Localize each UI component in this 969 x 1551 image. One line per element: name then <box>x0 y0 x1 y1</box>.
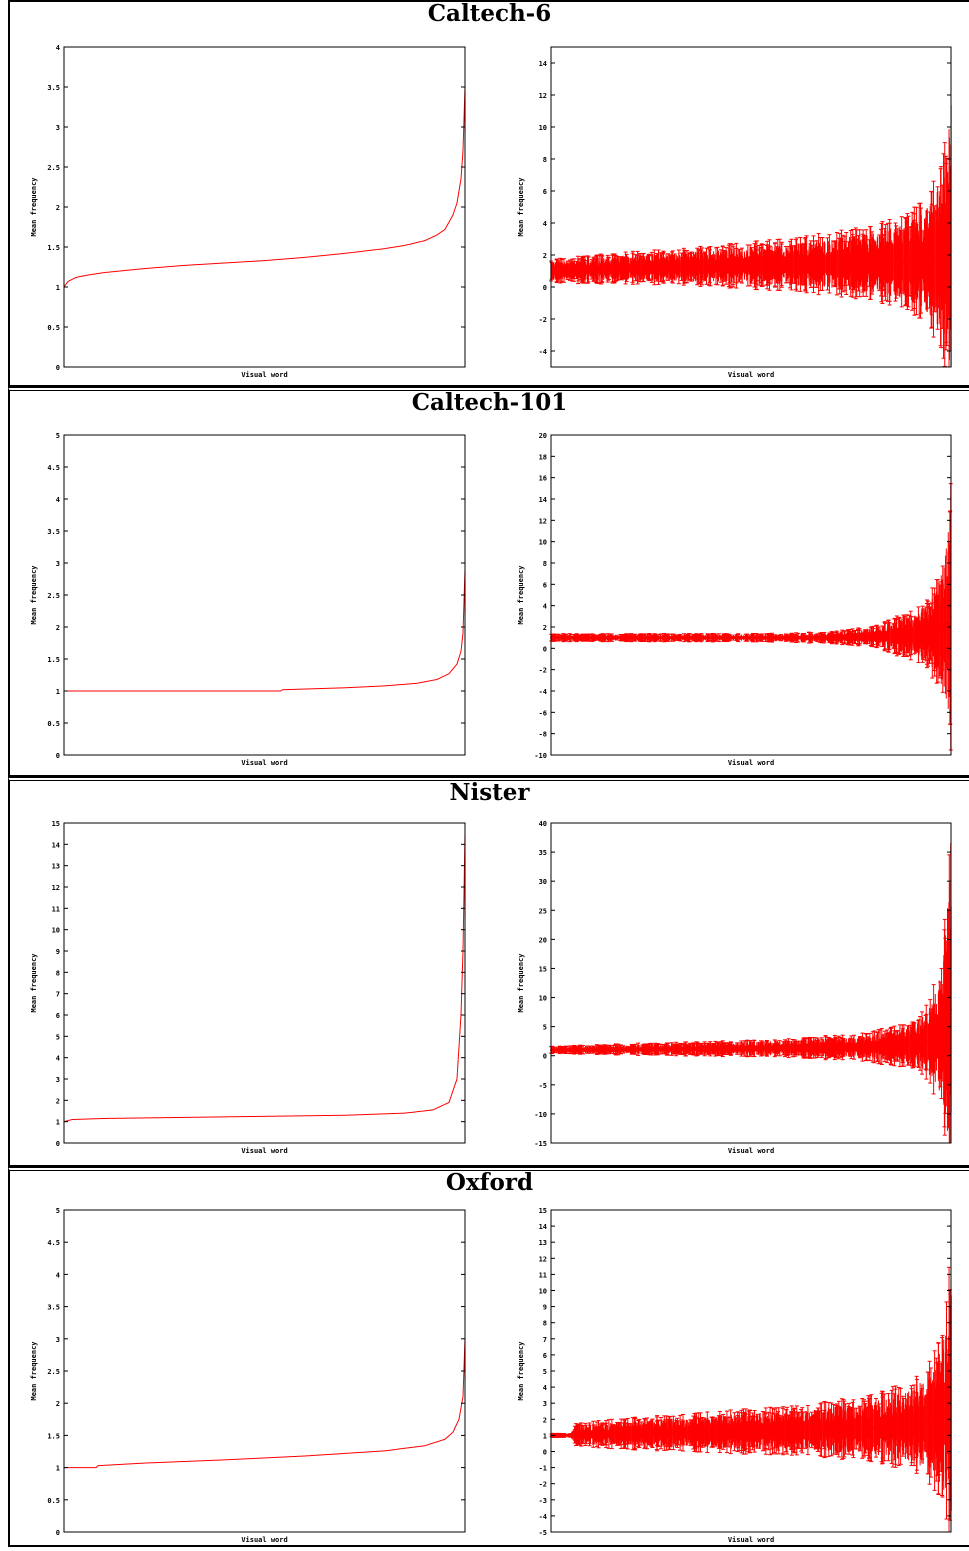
y-tick-label: 2 <box>56 624 60 632</box>
y-tick-label: 0 <box>543 645 547 653</box>
y-tick-label: 3 <box>56 124 60 132</box>
y-tick-label: 2 <box>56 204 60 212</box>
y-tick-label: 14 <box>52 841 60 849</box>
series-nister <box>549 843 951 1143</box>
y-tick-label: 1 <box>56 688 60 696</box>
series-nister <box>64 834 465 1122</box>
y-tick-label: 0.5 <box>47 324 60 332</box>
y-tick-label: 16 <box>539 475 547 483</box>
y-tick-label: 2.5 <box>47 164 60 172</box>
y-tick-label: 10 <box>52 927 60 935</box>
y-axis-label: Mean frequency <box>30 565 38 625</box>
y-tick-label: -4 <box>539 688 547 696</box>
y-tick-label: 4 <box>56 44 60 52</box>
y-tick-label: 2.5 <box>47 592 60 600</box>
y-tick-label: 8 <box>56 969 60 977</box>
y-tick-label: 12 <box>52 884 60 892</box>
y-tick-label: 2 <box>543 624 547 632</box>
y-tick-label: 14 <box>539 60 547 68</box>
y-tick-label: 12 <box>539 517 547 525</box>
plot-frame <box>551 435 951 755</box>
plot-frame <box>64 823 465 1143</box>
plot-frame <box>64 435 465 755</box>
chart-errorbar: -10 -8 -6 -4 -2 0 2 4 6 8 10 12 14 16 18 20 Visual word M… <box>517 432 953 767</box>
y-tick-label: 3 <box>56 1076 60 1084</box>
y-tick-label: 2 <box>543 252 547 260</box>
y-tick-label: -4 <box>539 348 547 356</box>
y-tick-label: 5 <box>56 1033 60 1041</box>
y-tick-label: -2 <box>539 667 547 675</box>
y-tick-label: 7 <box>56 991 60 999</box>
y-tick-label: -8 <box>539 731 547 739</box>
y-tick-label: 13 <box>52 863 60 871</box>
x-axis-label: Visual word <box>728 371 774 379</box>
y-tick-label: 8 <box>543 560 547 568</box>
panel-plots: 0 0.5 1 1.5 2 2.5 3 3.5 4 4.5 5 Visual word Mean fre… <box>10 391 969 781</box>
series-caltech-101 <box>64 569 465 691</box>
mean-frequency-line <box>64 87 465 287</box>
y-tick-label: 1 <box>56 1119 60 1127</box>
plot-frame <box>551 47 951 367</box>
y-tick-label: 4 <box>56 496 60 504</box>
y-tick-label: 2 <box>56 1097 60 1105</box>
y-tick-label: 0 <box>56 364 60 372</box>
y-tick-label: 11 <box>52 905 60 913</box>
x-axis-label: Visual word <box>241 1147 287 1155</box>
y-axis-label: Mean frequency <box>30 177 38 237</box>
y-tick-label: 1.5 <box>47 244 60 252</box>
y-tick-label: 0 <box>56 752 60 760</box>
y-tick-label: -2 <box>539 316 547 324</box>
y-tick-label: 0.5 <box>47 720 60 728</box>
y-tick-label: 0 <box>543 284 547 292</box>
chart-errorbar: -4 -2 0 2 4 6 8 10 12 14 Visual word Mean frequency <box>517 47 951 379</box>
y-tick-label: 3.5 <box>47 84 60 92</box>
y-tick-label: 1 <box>56 284 60 292</box>
chart-mean: 0 0.5 1 1.5 2 2.5 3 3.5 4 4.5 5 Visual word Mean fre… <box>30 432 465 767</box>
y-axis-label: Mean frequency <box>517 177 525 237</box>
y-tick-label: 6 <box>56 1012 60 1020</box>
y-tick-label: 4 <box>543 603 547 611</box>
y-tick-label: 1.5 <box>47 656 60 664</box>
y-tick-label: 12 <box>539 92 547 100</box>
y-tick-label: 20 <box>539 432 547 440</box>
x-axis-label: Visual word <box>241 759 287 767</box>
y-tick-label: 6 <box>543 188 547 196</box>
y-tick-label: 15 <box>52 820 60 828</box>
y-tick-label: 18 <box>539 453 547 461</box>
plot-frame <box>64 47 465 367</box>
chart-mean: 0 0.5 1 1.5 2 2.5 3 3.5 4 Visual word Mean frequen… <box>30 44 465 379</box>
x-axis-label: Visual word <box>728 759 774 767</box>
y-tick-label: 10 <box>539 539 547 547</box>
y-tick-label: 3.5 <box>47 528 60 536</box>
y-axis-label: Mean frequency <box>30 953 38 1013</box>
y-tick-label: 8 <box>543 156 547 164</box>
y-tick-label: 6 <box>543 581 547 589</box>
series-caltech-101 <box>549 484 952 750</box>
y-tick-label: 3 <box>56 560 60 568</box>
y-tick-label: 4 <box>56 1055 60 1063</box>
y-tick-label: 4 <box>543 220 547 228</box>
y-tick-label: -6 <box>539 709 547 717</box>
x-axis-label: Visual word <box>241 371 287 379</box>
y-tick-label: 10 <box>539 124 547 132</box>
panel-plots: 0 0.5 1 1.5 2 2.5 3 3.5 4 Visual word Mean frequen… <box>10 2 969 389</box>
y-tick-label: -10 <box>534 752 547 760</box>
y-tick-label: 9 <box>56 948 60 956</box>
series-caltech-6 <box>549 105 951 367</box>
y-tick-label: 4.5 <box>47 464 60 472</box>
mean-frequency-line <box>64 569 465 691</box>
y-tick-label: 0 <box>56 1140 60 1148</box>
y-tick-label: 5 <box>56 432 60 440</box>
y-axis-label: Mean frequency <box>517 565 525 625</box>
series-caltech-6 <box>64 87 465 287</box>
y-tick-label: 14 <box>539 496 547 504</box>
mean-frequency-line <box>64 834 465 1122</box>
